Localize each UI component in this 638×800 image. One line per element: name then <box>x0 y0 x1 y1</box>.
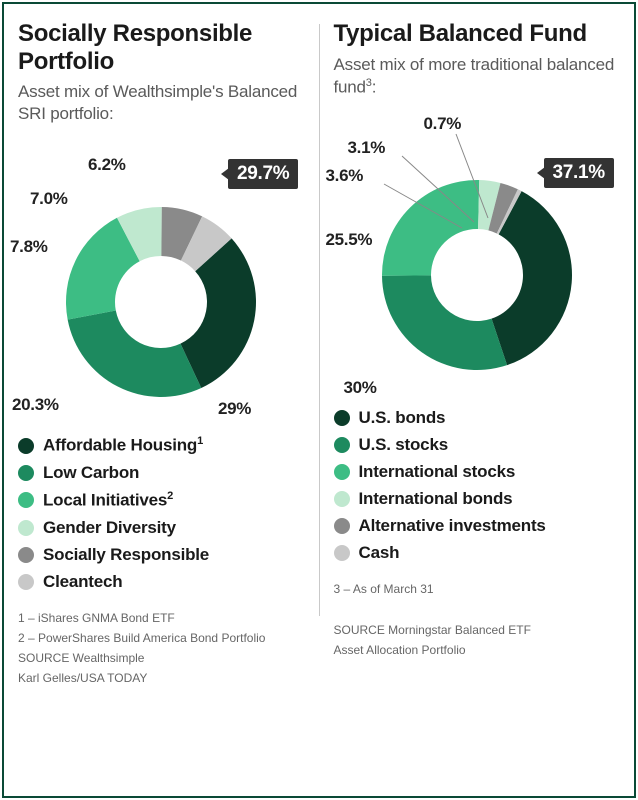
slice-label: 7.8% <box>10 237 48 257</box>
legend-label: International bonds <box>359 489 513 509</box>
legend-swatch <box>334 410 350 426</box>
footnote-line: 2 – PowerShares Build America Bond Portf… <box>18 629 305 648</box>
legend-swatch <box>334 491 350 507</box>
column-divider <box>319 24 320 616</box>
right-title: Typical Balanced Fund <box>334 20 621 48</box>
slice-label: 3.1% <box>348 138 386 158</box>
legend-label: U.S. stocks <box>359 435 448 455</box>
legend-swatch <box>18 547 34 563</box>
donut-slice <box>68 311 202 397</box>
left-footnotes: 1 – iShares GNMA Bond ETF2 – PowerShares… <box>18 609 305 690</box>
legend-swatch <box>18 574 34 590</box>
footnote-line: SOURCE Morningstar Balanced ETF <box>334 621 621 640</box>
slice-label: 3.6% <box>326 166 364 186</box>
donut-slice <box>382 180 479 276</box>
slice-label: 0.7% <box>424 114 462 134</box>
slice-label: 37.1% <box>544 158 614 188</box>
legend-row: Alternative investments <box>334 516 621 536</box>
legend-swatch <box>334 545 350 561</box>
right-chart: 37.1%30%25.5%3.6%3.1%0.7% <box>334 110 621 400</box>
right-footnotes: 3 – As of March 31 SOURCE Morningstar Ba… <box>334 580 621 661</box>
legend-label: Gender Diversity <box>43 518 176 538</box>
legend-row: U.S. stocks <box>334 435 621 455</box>
legend-swatch <box>18 520 34 536</box>
legend-swatch <box>18 492 34 508</box>
legend-label: Low Carbon <box>43 463 139 483</box>
legend-row: Gender Diversity <box>18 518 305 538</box>
right-legend: U.S. bonds U.S. stocks International stock… <box>334 408 621 570</box>
legend-swatch <box>18 465 34 481</box>
legend-swatch <box>334 518 350 534</box>
legend-row: International stocks <box>334 462 621 482</box>
left-column: Socially Responsible Portfolio Asset mix… <box>18 20 305 786</box>
footnote-line: 3 – As of March 31 <box>334 580 621 599</box>
legend-swatch <box>334 464 350 480</box>
legend-label: U.S. bonds <box>359 408 446 428</box>
slice-label: 7.0% <box>30 189 68 209</box>
legend-row: Local Initiatives2 <box>18 490 305 511</box>
footnote-line <box>334 601 621 620</box>
legend-label: Cash <box>359 543 400 563</box>
slice-label: 6.2% <box>88 155 126 175</box>
left-title: Socially Responsible Portfolio <box>18 20 305 75</box>
left-subtitle: Asset mix of Wealthsimple's Balanced SRI… <box>18 81 305 125</box>
legend-swatch <box>334 437 350 453</box>
footnote-line: Asset Allocation Portfolio <box>334 641 621 660</box>
legend-label: Alternative investments <box>359 516 546 536</box>
legend-label: Socially Responsible <box>43 545 209 565</box>
donut-slice <box>382 276 507 371</box>
legend-row: U.S. bonds <box>334 408 621 428</box>
left-legend: Affordable Housing1 Low Carbon Local Initi… <box>18 435 305 598</box>
legend-row: Affordable Housing1 <box>18 435 305 456</box>
legend-row: Cleantech <box>18 572 305 592</box>
legend-label: International stocks <box>359 462 516 482</box>
legend-label: Local Initiatives2 <box>43 490 173 511</box>
slice-label: 29.7% <box>228 159 298 189</box>
slice-label: 25.5% <box>326 230 373 250</box>
legend-row: Cash <box>334 543 621 563</box>
footnote-line: 1 – iShares GNMA Bond ETF <box>18 609 305 628</box>
slice-label: 20.3% <box>12 395 59 415</box>
legend-label: Affordable Housing1 <box>43 435 203 456</box>
legend-row: Socially Responsible <box>18 545 305 565</box>
legend-row: Low Carbon <box>18 463 305 483</box>
legend-row: International bonds <box>334 489 621 509</box>
right-subtitle: Asset mix of more traditional balanced f… <box>334 54 621 99</box>
infographic-frame: Socially Responsible Portfolio Asset mix… <box>2 2 636 798</box>
legend-swatch <box>18 438 34 454</box>
footnote-line: Karl Gelles/USA TODAY <box>18 669 305 688</box>
slice-label: 30% <box>344 378 377 398</box>
slice-label: 29% <box>218 399 251 419</box>
footnote-line: SOURCE Wealthsimple <box>18 649 305 668</box>
legend-label: Cleantech <box>43 572 122 592</box>
right-column: Typical Balanced Fund Asset mix of more … <box>334 20 621 786</box>
left-chart: 29.7%29%20.3%7.8%7.0%6.2% <box>18 137 305 427</box>
